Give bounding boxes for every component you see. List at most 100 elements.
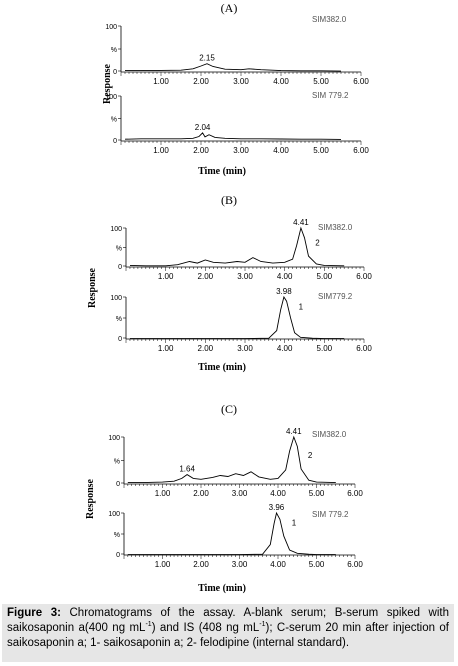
chromatogram-trace-1: 100% 0 1.00 2.00 3.00 4.00 5.00 6.00 SIM382.0 1.6… [108,427,363,498]
y-tick-label: 0 [113,138,117,145]
caption-label: Figure 3: [7,607,61,619]
x-tick-label: 6.00 [356,272,372,281]
x-tick-label: 1.00 [158,344,174,353]
x-tick-label: 5.00 [313,77,329,86]
x-tick-label: 1.00 [158,272,174,281]
trace-line [125,63,342,72]
chromatogram-trace-2: 100% 0 1.00 2.00 3.00 4.00 5.00 6.00 SIM 779.2 2.… [105,91,369,155]
trace-line [127,511,336,556]
x-tick-label: 5.00 [309,560,325,569]
chromatogram-trace-1: 100% 0 1.00 2.00 3.00 4.00 5.00 6.00 SIM382.0 4.4… [110,218,372,281]
chromatogram-trace-1: 100% 0 1.00 2.00 3.00 4.00 5.00 6.00 SIM382.0 2.1… [105,15,369,86]
x-tick-label: 5.00 [309,489,325,498]
y-axis-title: Response [85,478,96,519]
x-tick-label: 5.00 [317,344,333,353]
retention-time-label: 3.96 [269,503,285,512]
sim-label: SIM779.2 [318,292,353,301]
x-axis-title: Time (min) [198,583,246,594]
x-tick-label: 3.00 [233,77,249,86]
y-tick-label: 100 [105,94,117,101]
y-tick-label: 0 [118,336,122,343]
x-tick-label: 4.00 [273,146,289,155]
y-axis-title: Response [102,63,113,104]
peak-number-label: 1 [292,519,297,528]
x-tick-label: 1.00 [155,560,171,569]
x-tick-label: 6.00 [347,489,363,498]
y-tick-label: 100 [105,24,117,31]
retention-time-label: 1.64 [179,465,195,474]
x-axis-title: Time (min) [198,362,246,373]
y-tick-label: 100 [110,295,122,302]
x-tick-label: 3.00 [237,272,253,281]
y-tick-label: % [114,532,120,539]
x-tick-label: 3.00 [232,489,248,498]
caption-sup-1: -1 [145,621,152,629]
x-tick-label: 3.00 [232,560,248,569]
peak-number-label: 1 [299,303,304,312]
y-tick-label: 0 [116,552,120,559]
x-tick-label: 3.00 [233,146,249,155]
retention-time-label: 2.04 [195,123,211,132]
trace-line [124,132,342,140]
trace-line [130,295,345,340]
retention-time-label: 4.41 [293,218,309,227]
caption-text-3: ); C-serum 20 min after injection of sai… [7,622,449,649]
y-tick-label: % [114,459,120,466]
peak-number-label: 2 [315,239,320,248]
chromatogram-trace-2: 100% 0 1.00 2.00 3.00 4.00 5.00 6.00 SIM779.2 3.9… [110,287,372,353]
y-tick-label: 0 [118,264,122,271]
x-tick-label: 2.00 [198,272,214,281]
x-tick-label: 4.00 [270,489,286,498]
y-tick-label: 100 [108,511,120,518]
retention-time-label: 3.98 [276,287,292,296]
x-tick-label: 4.00 [273,77,289,86]
caption-text-2: ) and IS (408 ng mL [151,622,260,634]
x-tick-label: 4.00 [277,344,293,353]
panel-label: (A) [221,1,238,15]
y-axis-title: Response [87,267,98,308]
y-tick-label: 0 [113,69,117,76]
x-tick-label: 2.00 [193,77,209,86]
caption-sup-2: -1 [259,621,266,629]
x-tick-label: 1.00 [155,489,171,498]
x-tick-label: 6.00 [347,560,363,569]
panel-c: (C) 100% 0 1.00 2.00 3.00 4.00 5.00 6.00 SIM382.0… [85,402,363,594]
peak-number-label: 2 [308,451,313,460]
y-tick-label: 100 [108,435,120,442]
panel-label: (B) [221,193,237,207]
panel-a: (A) 100% 0 1.00 2.00 3.00 4.00 5.00 6.00 SIM382.0… [102,1,369,177]
x-tick-label: 6.00 [356,344,372,353]
sim-label: SIM382.0 [312,430,347,439]
sim-label: SIM382.0 [312,15,347,24]
sim-label: SIM382.0 [318,223,353,232]
x-tick-label: 4.00 [270,560,286,569]
caption-text-1: Chromatograms of the assay. A-blank seru… [7,607,450,634]
sim-label: SIM 779.2 [312,91,349,100]
x-tick-label: 5.00 [313,146,329,155]
chromatogram-figure: (A)100%01.00 2.00 3.00 4.00 5.00 6.00SIM382.0… [85,1,372,594]
x-axis-title: Time (min) [198,166,246,177]
retention-time-label: 4.41 [286,427,302,436]
x-tick-label: 2.00 [198,344,214,353]
x-tick-label: 4.00 [277,272,293,281]
y-tick-label: 0 [116,481,120,488]
x-tick-label: 5.00 [317,272,333,281]
trace-line [129,226,345,267]
trace-line [127,435,336,484]
x-tick-label: 6.00 [353,77,369,86]
panel-label: (C) [221,402,237,416]
y-tick-label: 100 [110,226,122,233]
retention-time-label: 2.15 [199,54,215,63]
sim-label: SIM 779.2 [312,510,349,519]
chromatogram-trace-2: 100% 0 1.00 2.00 3.00 4.00 5.00 6.00 SIM 779.2 3.… [108,503,363,569]
x-tick-label: 2.00 [193,489,209,498]
x-tick-label: 1.00 [153,146,169,155]
x-tick-label: 3.00 [237,344,253,353]
x-tick-label: 2.00 [193,560,209,569]
y-tick-label: % [116,246,122,253]
y-tick-label: % [111,47,117,54]
x-tick-label: 1.00 [153,77,169,86]
x-tick-label: 6.00 [353,146,369,155]
panel-b: (B) 100% 0 1.00 2.00 3.00 4.00 5.00 6.00 SIM382.0… [87,193,372,373]
figure-caption: Figure 3: Chromatograms of the assay. A-… [2,604,454,662]
